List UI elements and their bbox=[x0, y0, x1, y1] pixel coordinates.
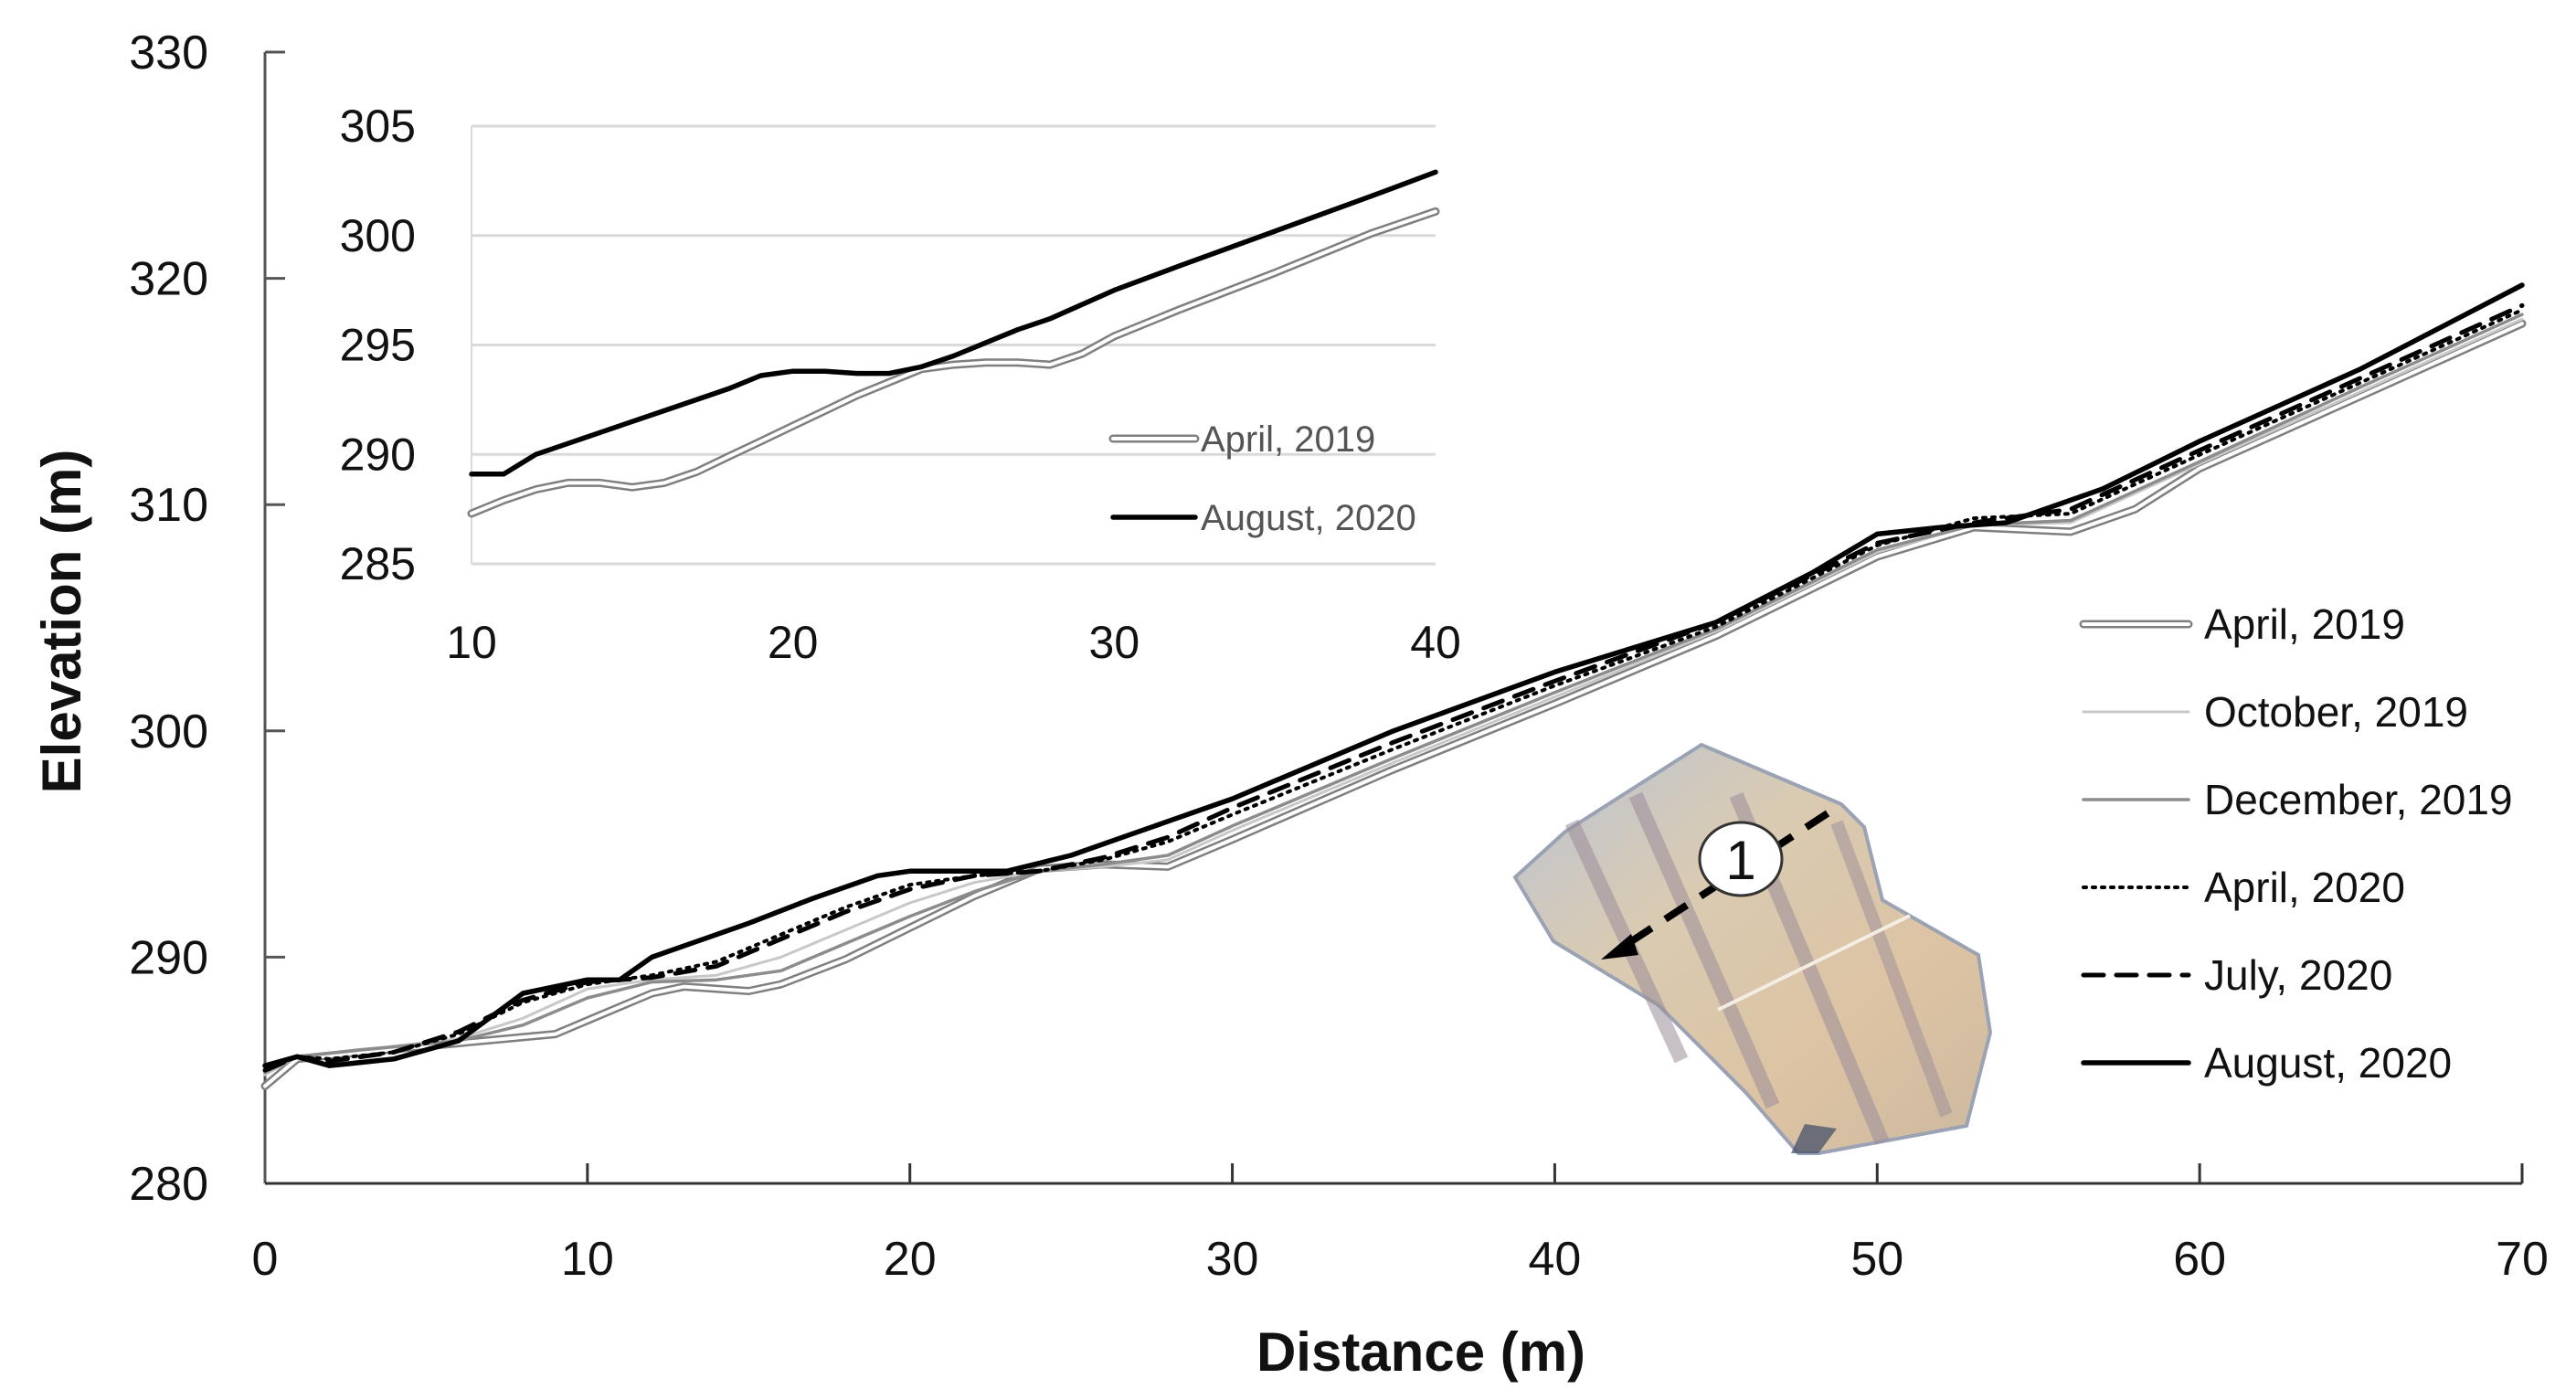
x-tick-label: 10 bbox=[561, 1233, 614, 1286]
y-tick-label: 320 bbox=[129, 253, 208, 306]
series-line-april-2019 bbox=[470, 209, 1437, 515]
legend-label: December, 2019 bbox=[2204, 776, 2513, 823]
legend-label: August, 2020 bbox=[2204, 1039, 2452, 1087]
x-tick-label: 70 bbox=[2496, 1233, 2549, 1286]
legend-item: April, 2020 bbox=[2082, 864, 2405, 911]
inset-x-tick-label: 20 bbox=[768, 617, 819, 668]
y-tick-label: 280 bbox=[129, 1158, 208, 1211]
x-tick-label: 20 bbox=[884, 1233, 937, 1286]
y-tick-label: 330 bbox=[129, 27, 208, 80]
x-ticks: 0 10 20 30 40 50 60 70 bbox=[252, 1163, 2549, 1286]
legend-label: July, 2020 bbox=[2204, 951, 2392, 999]
y-ticks: 280 290 300 310 320 330 bbox=[129, 27, 285, 1211]
y-tick-label: 310 bbox=[129, 479, 208, 532]
x-tick-label: 0 bbox=[252, 1233, 279, 1286]
photo-crossline bbox=[1717, 914, 1911, 1012]
inset-y-tick-label: 285 bbox=[340, 538, 416, 589]
x-tick-label: 60 bbox=[2173, 1233, 2226, 1286]
inset-y-tick-label: 295 bbox=[340, 320, 416, 371]
photo-plot-shape bbox=[1512, 742, 1993, 1155]
legend-item: December, 2019 bbox=[2082, 776, 2513, 823]
legend-label: April, 2019 bbox=[2204, 600, 2405, 648]
inset-tick-labels: 285 290 295 300 305 10 20 30 40 bbox=[340, 101, 1461, 668]
inset-y-tick-label: 300 bbox=[340, 210, 416, 261]
inset-legend: April, 2019 August, 2020 bbox=[1108, 419, 1416, 538]
arrow-head-icon bbox=[1601, 934, 1638, 960]
inset-x-tick-label: 30 bbox=[1089, 617, 1140, 668]
inset-legend-item: August, 2020 bbox=[1110, 498, 1416, 538]
legend-label: October, 2019 bbox=[2204, 688, 2468, 736]
inset-legend-item: April, 2019 bbox=[1108, 419, 1375, 460]
inset-legend-label: August, 2020 bbox=[1201, 498, 1416, 538]
photo-furrow bbox=[1628, 791, 1780, 1109]
legend-item: August, 2020 bbox=[2081, 1039, 2452, 1087]
x-tick-label: 50 bbox=[1850, 1233, 1903, 1286]
inset-x-tick-label: 10 bbox=[446, 617, 497, 668]
inset-legend-label: April, 2019 bbox=[1201, 419, 1375, 460]
transect-label-circle bbox=[1698, 821, 1784, 897]
y-axis-title: Elevation (m) bbox=[31, 450, 92, 794]
legend-item: April, 2019 bbox=[2079, 600, 2405, 648]
main-axes: 280 290 300 310 320 330 0 10 20 30 40 50 60 70 bbox=[129, 27, 2549, 1286]
site-photo: 1 bbox=[1512, 742, 1993, 1155]
legend: April, 2019 October, 2019 December, 2019 Ap… bbox=[2079, 600, 2513, 1087]
transect-label: 1 bbox=[1725, 830, 1755, 891]
inset-y-tick-label: 305 bbox=[340, 101, 416, 152]
x-tick-label: 40 bbox=[1529, 1233, 1582, 1286]
inset-y-tick-label: 290 bbox=[340, 429, 416, 480]
inset-chart: April, 2019 August, 2020 285 290 295 300 305 1… bbox=[340, 101, 1461, 668]
photo-shadow bbox=[1791, 1124, 1837, 1153]
legend-item: October, 2019 bbox=[2082, 688, 2468, 736]
y-tick-label: 300 bbox=[129, 705, 208, 758]
main-series-group bbox=[260, 282, 2527, 1090]
series-line-august-2020 bbox=[469, 169, 1438, 477]
legend-label: April, 2020 bbox=[2204, 864, 2405, 911]
x-tick-label: 30 bbox=[1206, 1233, 1259, 1286]
inset-gridlines bbox=[472, 124, 1436, 566]
inset-x-tick-label: 40 bbox=[1410, 617, 1461, 668]
series-line-august-2020 bbox=[262, 282, 2525, 1068]
inset-series-group bbox=[467, 169, 1440, 518]
y-tick-label: 290 bbox=[129, 931, 208, 984]
photo-furrow bbox=[1830, 820, 1953, 1118]
x-axis-title: Distance (m) bbox=[1256, 1321, 1585, 1383]
legend-item: July, 2020 bbox=[2081, 951, 2392, 999]
